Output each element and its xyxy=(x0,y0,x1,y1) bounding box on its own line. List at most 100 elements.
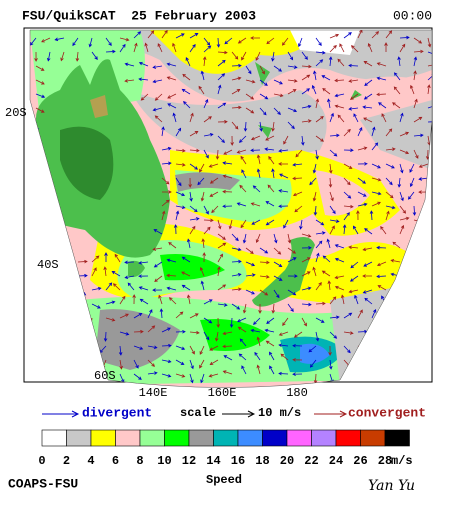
wind-arrow xyxy=(321,270,331,277)
wind-arrow xyxy=(252,185,261,193)
wind-arrow xyxy=(118,345,123,356)
wind-arrow xyxy=(138,274,149,278)
wind-arrow xyxy=(315,282,322,291)
wind-arrow xyxy=(34,51,38,62)
wind-arrow xyxy=(399,191,404,202)
colorbar-label: 12 xyxy=(182,454,196,468)
wind-arrow xyxy=(427,62,432,67)
wind-arrow xyxy=(119,359,123,370)
wind-arrow xyxy=(161,327,171,333)
wind-arrow xyxy=(329,205,336,215)
wind-arrow xyxy=(217,242,227,249)
wind-arrow xyxy=(250,148,261,153)
wind-arrow xyxy=(217,120,228,124)
wind-arrow xyxy=(399,35,410,40)
wind-arrow xyxy=(124,79,135,83)
wind-arrow xyxy=(292,162,303,167)
wind-arrow xyxy=(265,219,275,226)
wind-arrow xyxy=(35,107,45,113)
wind-arrow xyxy=(240,155,247,165)
wind-arrow xyxy=(189,148,200,153)
wind-arrow xyxy=(329,112,334,123)
wind-arrow xyxy=(327,98,331,109)
wind-arrow xyxy=(222,370,233,375)
wind-arrow xyxy=(217,266,221,277)
wind-arrow xyxy=(354,294,359,305)
wind-arrow xyxy=(273,261,283,268)
wind-arrow xyxy=(311,84,317,95)
wind-arrow xyxy=(267,184,275,193)
wind-arrow xyxy=(364,228,373,235)
wind-arrow xyxy=(329,219,340,223)
wind-arrow xyxy=(356,210,360,221)
wind-arrow xyxy=(301,257,311,263)
wind-arrow xyxy=(287,247,297,254)
wind-arrow xyxy=(399,216,410,221)
wind-arrow xyxy=(168,242,177,249)
wind-arrow xyxy=(138,61,149,67)
wind-arrow xyxy=(217,73,226,81)
wind-arrow xyxy=(392,102,401,109)
wind-arrow xyxy=(223,149,233,155)
colorbar-cell xyxy=(311,429,337,447)
wind-arrow xyxy=(152,288,163,292)
colorbar-cell xyxy=(213,429,239,447)
wind-arrow xyxy=(175,33,185,39)
wind-arrow xyxy=(189,359,194,370)
wind-arrow xyxy=(189,313,199,319)
wind-arrow xyxy=(208,373,219,378)
wind-arrow xyxy=(327,280,332,291)
wind-arrow xyxy=(223,355,233,361)
wind-arrow xyxy=(241,169,247,179)
wind-arrow xyxy=(215,331,219,342)
colorbar-cell xyxy=(237,429,263,447)
wind-arrow xyxy=(363,93,373,100)
wind-arrow xyxy=(119,331,130,336)
wind-arrow xyxy=(124,62,135,67)
wind-arrow xyxy=(329,225,335,235)
wind-arrow xyxy=(259,289,269,296)
wind-arrow xyxy=(357,162,368,166)
wind-arrow xyxy=(315,240,323,249)
wind-arrow xyxy=(287,65,298,69)
wind-arrow xyxy=(301,51,308,60)
wind-arrow xyxy=(203,37,211,46)
wind-arrow xyxy=(199,266,205,277)
wind-arrow xyxy=(265,201,275,207)
wind-arrow xyxy=(315,116,324,123)
wind-arrow xyxy=(393,86,401,95)
wind-arrow xyxy=(399,163,404,174)
wind-arrow xyxy=(278,343,289,348)
colorbar-unit: m/s xyxy=(391,454,413,468)
colorbar-label: 6 xyxy=(112,454,119,468)
wind-arrow xyxy=(326,238,331,249)
wind-arrow xyxy=(343,148,354,153)
wind-arrow xyxy=(427,84,431,95)
wind-arrow xyxy=(54,37,65,42)
wind-arrow xyxy=(376,62,387,67)
wind-arrow xyxy=(301,233,312,238)
wind-arrow xyxy=(399,149,410,155)
wind-arrow xyxy=(175,127,182,137)
wind-arrow xyxy=(222,189,233,194)
wind-arrow xyxy=(337,58,345,67)
wind-arrow xyxy=(301,64,312,69)
wind-arrow xyxy=(348,107,359,111)
wind-arrow xyxy=(278,162,289,166)
wind-arrow xyxy=(209,177,219,184)
wind-arrow xyxy=(279,173,289,179)
wind-arrow xyxy=(147,359,155,367)
wind-arrow xyxy=(105,317,116,322)
wind-arrow xyxy=(362,274,373,278)
wind-arrow xyxy=(105,282,113,291)
wind-arrow xyxy=(203,331,210,341)
wind-arrow xyxy=(197,177,205,186)
wind-arrow xyxy=(255,233,261,244)
wind-arrow xyxy=(371,308,377,319)
wind-arrow xyxy=(399,112,404,123)
wind-arrow xyxy=(283,135,289,145)
wind-arrow xyxy=(256,154,261,165)
wind-arrow xyxy=(256,168,261,179)
wind-arrow xyxy=(371,126,376,137)
wind-arrow xyxy=(217,135,225,143)
